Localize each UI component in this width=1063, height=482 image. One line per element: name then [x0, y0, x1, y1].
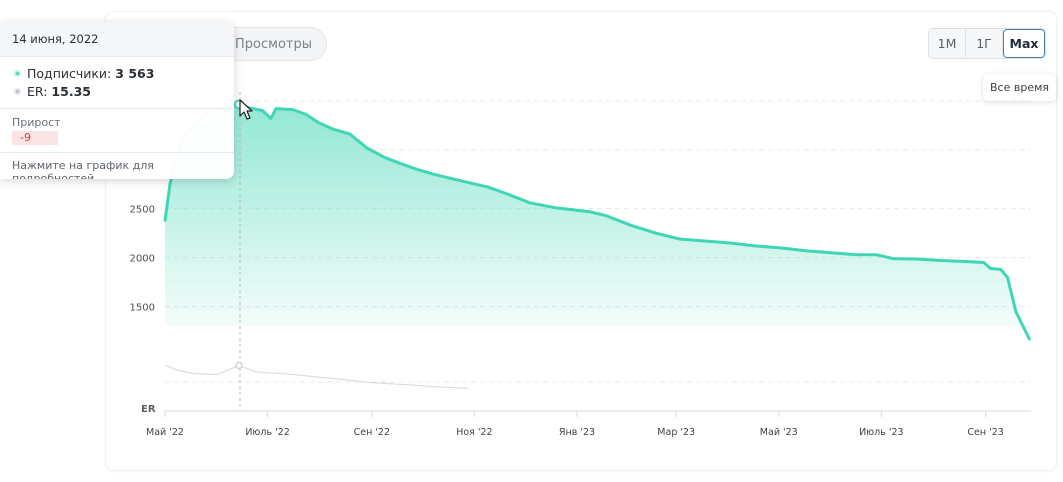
subscribers-line — [163, 102, 1031, 341]
range-tooltip: Все время — [983, 74, 1057, 101]
x-tick-label: Сен '22 — [354, 427, 390, 438]
tooltip-subscribers-label: Подписчики: — [27, 65, 112, 81]
mouse-cursor-icon — [239, 99, 253, 120]
er-hover-point — [235, 361, 243, 370]
hover-tooltip: 14 июня, 2022 Подписчики: 3 563 ER: 15.3… — [0, 22, 234, 179]
range-selector: 1M 1Г Max — [928, 28, 1046, 59]
tooltip-divider — [0, 108, 234, 109]
tooltip-subscribers-value: 3 563 — [115, 65, 155, 81]
range-max-button[interactable]: Max — [1003, 29, 1045, 58]
x-tick-label: Май '23 — [760, 427, 798, 438]
y-tick-label: 2000 — [130, 254, 155, 265]
tooltip-hint: Нажмите на график для подробностей — [12, 159, 154, 179]
range-1m-button[interactable]: 1M — [929, 29, 966, 58]
x-tick-label: Янв '23 — [559, 427, 595, 438]
tooltip-er-value: 15.35 — [51, 83, 91, 99]
x-tick-label: Июль '23 — [859, 427, 904, 438]
er-legend-icon — [14, 87, 21, 95]
x-tick-label: Июль '22 — [245, 427, 290, 438]
tooltip-gain-label: Прирост — [12, 116, 61, 129]
x-tick-label: Мар '23 — [657, 427, 695, 438]
y-tick-label: 1500 — [130, 303, 155, 314]
tooltip-er-row: ER: 15.35 — [0, 82, 234, 100]
tab-views-label: Просмотры — [235, 36, 312, 52]
y-tick-label: 2500 — [130, 205, 155, 216]
tooltip-gain-value: -9 — [12, 131, 58, 145]
tooltip-er-label: ER: — [27, 83, 48, 99]
tooltip-subscribers-row: Подписчики: 3 563 — [0, 64, 234, 82]
tooltip-date: 14 июня, 2022 — [0, 22, 234, 57]
subscribers-legend-icon — [14, 69, 21, 77]
x-tick-label: Май '22 — [146, 427, 184, 438]
range-1y-button[interactable]: 1Г — [966, 29, 1003, 58]
tooltip-divider — [0, 152, 234, 153]
x-tick-label: Ноя '22 — [456, 427, 492, 438]
er-axis-label: ER — [141, 404, 156, 415]
x-tick-label: Сен '23 — [967, 427, 1003, 438]
y-axis-ticks: 1500 2000 2500 — [130, 205, 155, 314]
subscribers-area — [165, 104, 1030, 340]
er-line — [164, 364, 468, 389]
x-axis-ticks: Май '22 Июль '22 Сен '22 Ноя '22 Янв '23 Мар … — [146, 411, 1004, 438]
range-tooltip-text: Все время — [990, 81, 1050, 94]
